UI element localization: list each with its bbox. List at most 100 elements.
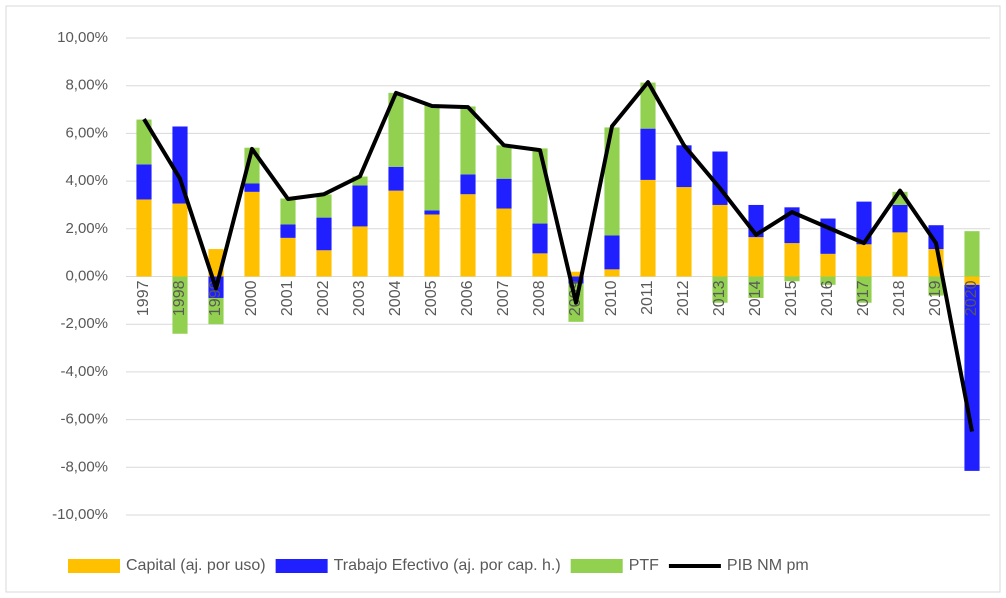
bar-segment — [532, 223, 548, 254]
bar-segment — [712, 276, 728, 303]
bar-segment — [136, 119, 152, 165]
x-tick-label: 1997 — [135, 280, 152, 316]
x-tick-label: 2014 — [747, 280, 764, 316]
bar-segment — [316, 250, 332, 277]
bar-segment — [676, 145, 692, 188]
bar-segment — [604, 235, 620, 270]
bar-segment — [532, 253, 548, 277]
chart-frame — [5, 5, 1001, 593]
bar-segment — [280, 237, 296, 277]
bar-segment — [748, 237, 764, 277]
bar-segment — [460, 106, 476, 175]
bar-segment — [640, 82, 656, 129]
bar-segment — [496, 178, 512, 209]
bar-segment — [928, 225, 944, 250]
y-tick-label: 8,00% — [65, 77, 108, 94]
bar-segment — [892, 204, 908, 233]
x-tick-label: 2020 — [963, 280, 980, 316]
bar-segment — [640, 179, 656, 277]
bar-segment — [892, 232, 908, 277]
x-tick-label: 2002 — [315, 280, 332, 316]
y-tick-label: -10,00% — [52, 506, 108, 523]
bar-segment — [388, 166, 404, 191]
bar-segment — [568, 271, 584, 277]
x-tick-label: 2016 — [819, 280, 836, 316]
x-tick-label: 2006 — [459, 280, 476, 316]
bar-segment — [964, 231, 980, 277]
x-tick-label: 2018 — [891, 280, 908, 316]
bar-segment — [964, 284, 980, 471]
bar-segment — [964, 276, 980, 285]
bar-segment — [424, 104, 440, 211]
bar-segment — [352, 176, 368, 186]
legend-label: Capital (aj. por uso) — [126, 557, 266, 574]
line — [142, 80, 974, 432]
bar-segment — [136, 164, 152, 200]
x-tick-label: 2003 — [351, 280, 368, 316]
x-tick-label: 2010 — [603, 280, 620, 316]
bar-segment — [208, 297, 224, 325]
bar-segment — [172, 203, 188, 277]
bar-segment — [352, 185, 368, 227]
bar-segment — [316, 194, 332, 218]
bar-segment — [280, 224, 296, 238]
bar-segment — [460, 174, 476, 195]
bar-segment — [820, 253, 836, 277]
bar-segment — [748, 276, 764, 298]
y-tick-label: 4,00% — [65, 172, 108, 189]
x-tick-label: 2001 — [279, 280, 296, 316]
bar-segment — [244, 183, 260, 192]
legend-label: PTF — [629, 557, 659, 574]
legend-swatch — [275, 559, 328, 573]
bar-segment — [388, 190, 404, 277]
x-tick-label: 2008 — [531, 280, 548, 316]
bar-segment — [460, 194, 476, 277]
bar-segment — [676, 187, 692, 277]
y-tick-label: 2,00% — [65, 220, 108, 237]
x-tick-label: 2017 — [855, 280, 872, 316]
bar-segment — [424, 210, 440, 215]
bar-segment — [856, 201, 872, 245]
bar-segment — [712, 204, 728, 277]
bar-segment — [172, 276, 188, 334]
legend-swatch — [570, 559, 623, 573]
x-tick-label: 1999 — [207, 280, 224, 316]
x-tick-label: 2015 — [783, 280, 800, 316]
bar-segment — [856, 276, 872, 303]
bar-segment — [568, 276, 584, 284]
bar-segment — [496, 208, 512, 277]
legend-label: Trabajo Efectivo (aj. por cap. h.) — [334, 557, 561, 574]
y-tick-label: 0,00% — [65, 267, 108, 284]
bar-segment — [424, 214, 440, 277]
bar-segment — [820, 276, 836, 285]
x-tick-label: 2013 — [711, 280, 728, 316]
bar-segment — [928, 276, 944, 296]
bar-segment — [388, 92, 404, 167]
bar-segment — [532, 148, 548, 224]
x-tick-label: 2004 — [387, 280, 404, 316]
y-tick-label: 10,00% — [57, 29, 108, 46]
x-tick-label: 2007 — [495, 280, 512, 316]
bar-segment — [244, 191, 260, 277]
y-tick-label: -4,00% — [60, 363, 108, 380]
x-tick-label: 2005 — [423, 280, 440, 316]
legend-swatch — [68, 559, 120, 573]
bar-segment — [316, 217, 332, 251]
bar-segment — [496, 145, 512, 179]
y-tick-label: 6,00% — [65, 124, 108, 141]
bar-segment — [352, 226, 368, 277]
x-tick-label: 1998 — [171, 280, 188, 316]
legend: Capital (aj. por uso) Trabajo Efectivo (a… — [68, 557, 809, 574]
x-tick-label: 2019 — [927, 280, 944, 316]
bar-segment — [280, 198, 296, 225]
y-tick-label: -2,00% — [60, 315, 108, 332]
x-tick-label: 2000 — [243, 280, 260, 316]
bar-segment — [604, 269, 620, 277]
x-tick-label: 2012 — [675, 280, 692, 316]
y-tick-label: -6,00% — [60, 411, 108, 428]
x-tick-label: 2011 — [639, 280, 656, 315]
y-tick-label: -8,00% — [60, 458, 108, 475]
bar-segment — [640, 128, 656, 180]
legend-label: PIB NM pm — [727, 557, 809, 574]
